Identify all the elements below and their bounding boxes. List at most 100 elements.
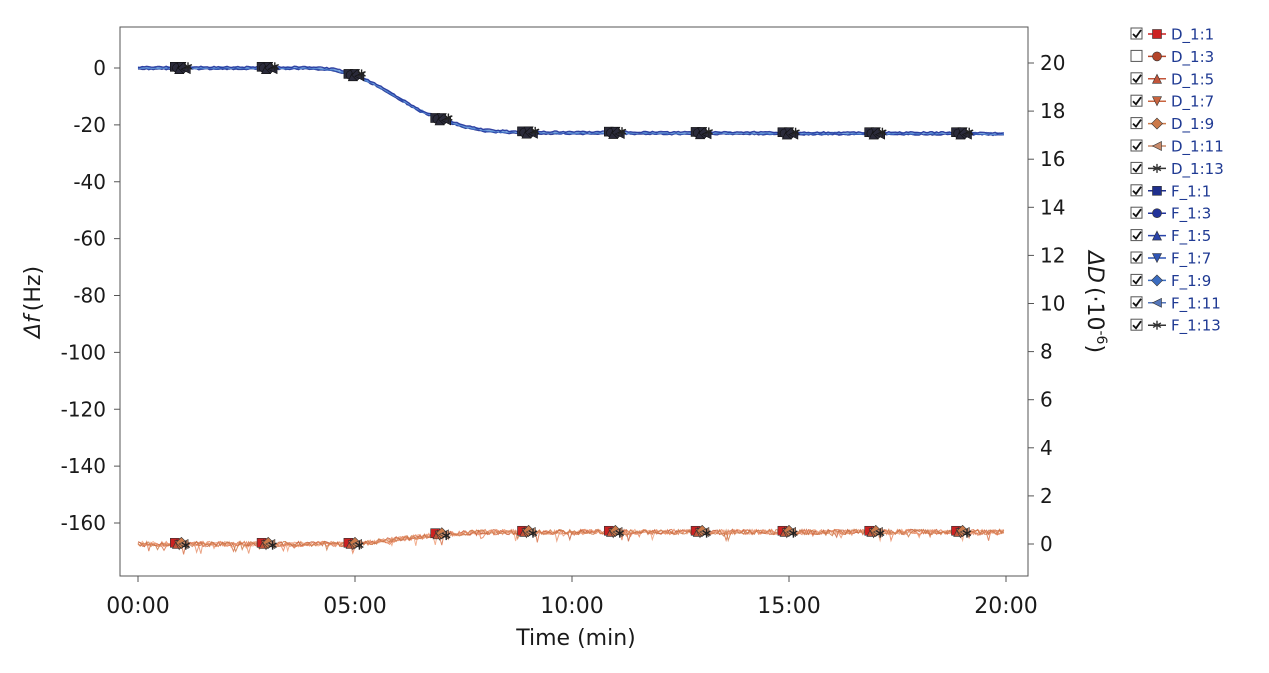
legend-checkbox[interactable] [1130,161,1143,174]
asterisk-stroke [617,128,627,135]
y-left-tick-label: 0 [93,56,106,80]
checkmark-icon [1132,231,1142,240]
legend-checkbox[interactable] [1130,27,1143,40]
legend-label: D_1:5 [1171,70,1214,89]
legend-checkbox[interactable] [1130,94,1143,107]
asterisk-stroke [1152,165,1162,172]
y-left-tick-label: -120 [61,397,106,421]
legend-item-f-1-9[interactable]: F_1:9 [1130,272,1211,291]
asterisk-stroke [441,532,451,539]
frequency-data-marker [617,127,627,137]
x-axis-label: Time (min) [515,626,636,651]
y-right-symbol: ΔD [1082,249,1107,283]
x-tick-label: 05:00 [323,594,386,619]
legend-checkbox[interactable] [1130,273,1143,286]
dissipation-data-marker [702,528,711,538]
dissipation-data-marker [181,540,191,550]
y-left-tick-label: -140 [61,454,106,478]
y-right-tick-label: 8 [1040,340,1053,364]
frequency-trace [137,66,1005,136]
legend-checkbox[interactable] [1130,184,1143,197]
frequency-trace [137,65,1005,135]
y-left-tick-label: -100 [61,340,106,364]
y-right-tick-label: 18 [1040,99,1065,123]
asterisk-stroke [528,530,538,537]
checkmark-icon [1132,275,1142,285]
y-left-unit: (Hz) [21,266,46,311]
legend-label: F_1:9 [1171,272,1211,291]
dissipation-data-marker [875,528,885,538]
legend-item-d-1-13[interactable]: D_1:13 [1130,160,1224,179]
legend-checkbox[interactable] [1130,296,1143,309]
asterisk-stroke [355,542,364,549]
asterisk-stroke [357,71,366,77]
frequency-data-marker [964,127,974,137]
frequency-trace [137,67,1005,136]
y-left-tick-label: -160 [61,511,106,535]
x-tick-label: 20:00 [974,594,1037,619]
checkmark-icon [1132,186,1142,196]
y-right-exponent: -6 [1093,331,1109,345]
y-right-tick-label: 20 [1040,51,1065,75]
checkmark-icon [1132,141,1142,151]
legend-checkbox[interactable] [1130,206,1143,219]
legend-item-f-1-11[interactable]: F_1:11 [1130,294,1221,313]
x-tick-label: 00:00 [106,594,169,619]
legend-checkbox[interactable] [1130,229,1143,242]
legend-checkbox[interactable] [1130,117,1143,130]
legend-label: F_1:1 [1171,182,1211,201]
frequency-data-marker [444,113,453,123]
frequency-data-marker [183,62,193,72]
frequency-data-marker [270,62,280,72]
legend-item-f-1-13[interactable]: F_1:13 [1130,317,1221,336]
legend-checkbox[interactable] [1130,49,1143,62]
legend-item-f-1-3[interactable]: F_1:3 [1130,205,1211,224]
legend-checkbox[interactable] [1130,139,1143,152]
y-right-tick-label: 4 [1040,436,1053,460]
legend-item-d-1-3[interactable]: D_1:3 [1130,48,1214,67]
y-right-tick-label: 2 [1040,484,1053,508]
checkmark-icon [1132,74,1142,84]
y-right-axis-label: ΔD (·10-6) [1082,249,1109,353]
legend-item-d-1-7[interactable]: D_1:7 [1130,93,1214,112]
y-left-symbol: Δf [21,312,46,340]
frequency-data-marker [357,69,366,79]
y-right-unit-prefix: (·10 [1082,287,1107,331]
dissipation-data-marker [268,540,277,550]
frequency-data-marker [704,127,714,137]
dissipation-data-marker [615,528,625,538]
y-left-tick-label: -40 [73,170,106,194]
asterisk-stroke [962,530,972,537]
legend-item-f-1-7[interactable]: F_1:7 [1130,250,1211,269]
legend-marker-triangle-up-icon [1152,230,1162,241]
legend-checkbox[interactable] [1130,318,1143,331]
legend-label: D_1:11 [1171,138,1224,157]
legend-marker-square-icon [1152,186,1162,196]
checkmark-icon [1132,320,1142,330]
legend-label: D_1:7 [1171,93,1214,112]
legend-item-d-1-9[interactable]: D_1:9 [1130,115,1214,134]
asterisk-stroke [964,129,974,136]
frequency-data-marker [791,127,800,137]
legend-checkbox[interactable] [1130,72,1143,85]
y-left-tick-label: -20 [73,113,106,137]
y-left-axis-label: Δf(Hz) [21,266,46,340]
legend-marker-circle-icon [1152,51,1162,62]
legend-item-f-1-1[interactable]: F_1:1 [1130,182,1211,201]
legend-item-f-1-5[interactable]: F_1:5 [1130,227,1211,246]
y-right-tick-label: 6 [1040,388,1053,412]
checkmark-icon [1132,29,1142,39]
checkmark-icon [1132,298,1142,308]
frequency-trace [137,65,1005,135]
frequency-trace [137,66,1004,136]
asterisk-stroke [702,530,711,537]
legend-label: F_1:13 [1171,317,1221,336]
asterisk-stroke [875,530,885,537]
legend-item-d-1-1[interactable]: D_1:1 [1130,26,1214,45]
asterisk-stroke [704,129,714,135]
legend-checkbox[interactable] [1130,251,1143,264]
legend-item-d-1-5[interactable]: D_1:5 [1130,70,1214,89]
legend-marker-triangle-up-icon [1152,73,1162,84]
legend-item-d-1-11[interactable]: D_1:11 [1130,138,1224,157]
